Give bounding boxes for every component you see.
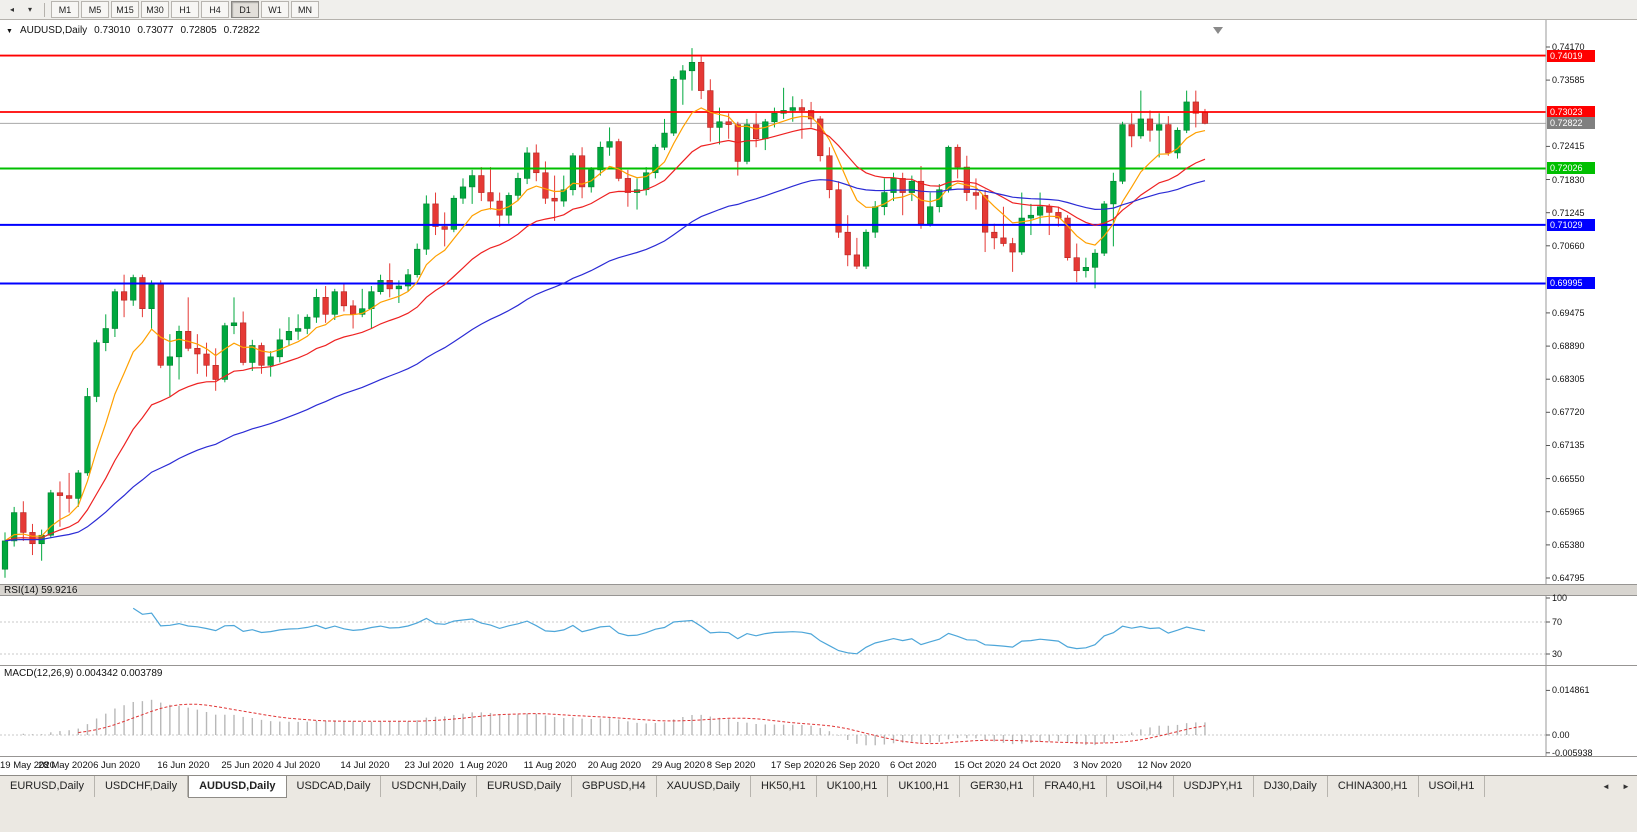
- toolbar: ◂ ▾ M1 M5 M15 M30 H1 H4 D1 W1 MN: [0, 0, 1637, 20]
- chart-tab-EURUSD-Daily[interactable]: EURUSD,Daily: [477, 776, 572, 797]
- chart-tab-AUDUSD-Daily[interactable]: AUDUSD,Daily: [188, 776, 287, 798]
- rsi-label: RSI(14) 59.9216: [4, 585, 78, 596]
- chart-tab-UK100-H1[interactable]: UK100,H1: [817, 776, 889, 797]
- high-value: 0.73077: [137, 25, 174, 36]
- open-value: 0.73010: [94, 25, 131, 36]
- macd-label: MACD(12,26,9) 0.004342 0.003789: [4, 668, 163, 679]
- chart-tab-USDCAD-Daily[interactable]: USDCAD,Daily: [287, 776, 382, 797]
- rsi-pane-splitter[interactable]: [0, 584, 1637, 596]
- timeframe-button-W1[interactable]: W1: [261, 1, 289, 18]
- macd-pane-separator[interactable]: [0, 665, 1637, 666]
- timeframe-button-M15[interactable]: M15: [111, 1, 139, 18]
- chart-tab-USDCHF-Daily[interactable]: USDCHF,Daily: [95, 776, 189, 797]
- chart-tab-bar: EURUSD,Daily USDCHF,Daily AUDUSD,Daily USDC…: [0, 775, 1637, 832]
- chart-tab-USDJPY-H1[interactable]: USDJPY,H1: [1174, 776, 1254, 797]
- chart-tab-GER30-H1[interactable]: GER30,H1: [960, 776, 1035, 797]
- low-value: 0.72805: [180, 25, 217, 36]
- timeframe-button-MN[interactable]: MN: [291, 1, 319, 18]
- chart-tab-USOil-H4[interactable]: USOil,H4: [1107, 776, 1174, 797]
- timeframe-button-M5[interactable]: M5: [81, 1, 109, 18]
- chart-title: ▼ AUDUSD,Daily 0.73010 0.73077 0.72805 0.7282…: [6, 25, 267, 36]
- chart-tab-XAUUSD-Daily[interactable]: XAUUSD,Daily: [657, 776, 751, 797]
- chart-tab-UK100-H1[interactable]: UK100,H1: [888, 776, 961, 797]
- timeframe-button-M30[interactable]: M30: [141, 1, 169, 18]
- chart-tab-USOil-H1[interactable]: USOil,H1: [1419, 776, 1486, 797]
- chart-tab-FRA40-H1[interactable]: FRA40,H1: [1034, 776, 1107, 797]
- toolbar-separator: [44, 2, 45, 17]
- chart-tab-HK50-H1[interactable]: HK50,H1: [751, 776, 817, 797]
- dropdown-icon[interactable]: ▾: [27, 5, 32, 14]
- close-value: 0.72822: [223, 25, 260, 36]
- chart-tab-DJ30-Daily[interactable]: DJ30,Daily: [1254, 776, 1328, 797]
- chart-tab-USDCNH-Daily[interactable]: USDCNH,Daily: [381, 776, 478, 797]
- timeframe-group: M1 M5 M15 M30 H1 H4 D1 W1 MN: [50, 1, 320, 18]
- timeframe-button-M1[interactable]: M1: [51, 1, 79, 18]
- chart-tab-EURUSD-Daily[interactable]: EURUSD,Daily: [0, 776, 95, 797]
- timeframe-button-H4[interactable]: H4: [201, 1, 229, 18]
- time-axis-separator: [0, 756, 1637, 757]
- tab-scroll-controls: ◄ ►: [1597, 779, 1635, 794]
- timeframe-button-D1[interactable]: D1: [231, 1, 259, 18]
- symbol-caret-icon: ▼: [6, 28, 13, 35]
- tab-scroll-right-icon[interactable]: ►: [1617, 779, 1635, 794]
- timeframe-button-H1[interactable]: H1: [171, 1, 199, 18]
- chart-tab-CHINA300-H1[interactable]: CHINA300,H1: [1328, 776, 1419, 797]
- chart-tab-GBPUSD-H4[interactable]: GBPUSD,H4: [572, 776, 657, 797]
- chart-shift-icon[interactable]: ◂: [9, 5, 14, 14]
- tab-scroll-left-icon[interactable]: ◄: [1597, 779, 1615, 794]
- symbol-label: AUDUSD,Daily: [19, 25, 88, 36]
